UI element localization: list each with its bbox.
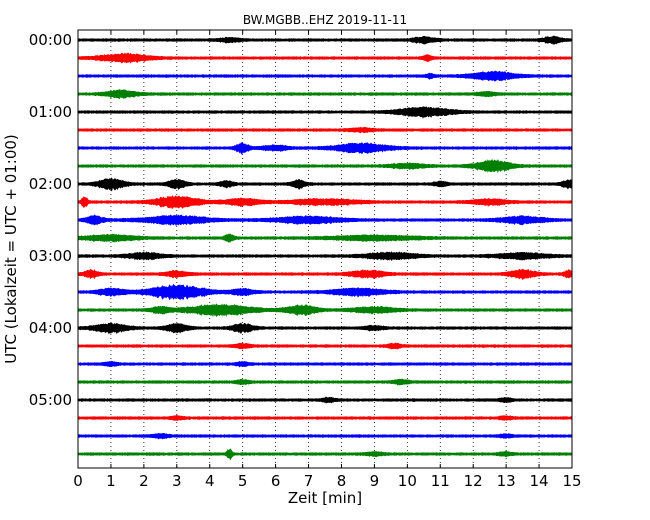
x-tick-label: 14 <box>530 472 549 490</box>
trace-0545 <box>77 448 573 461</box>
y-tick-label: 04:00 <box>29 319 72 337</box>
trace-0130 <box>77 142 573 155</box>
y-tick-label: 00:00 <box>29 31 72 49</box>
trace-0200 <box>77 177 573 192</box>
trace-0000 <box>77 35 573 45</box>
x-tick-label: 1 <box>106 472 116 490</box>
x-tick-label: 2 <box>139 472 149 490</box>
y-axis-ticks: 00:00 01:00 02:00 03:00 04:00 05:00 <box>29 31 572 409</box>
traces <box>77 35 573 461</box>
x-tick-label: 11 <box>431 472 450 490</box>
x-tick-label: 7 <box>304 472 314 490</box>
x-tick-label: 0 <box>73 472 83 490</box>
trace-0330 <box>77 283 573 301</box>
trace-0230 <box>77 214 573 227</box>
x-tick-label: 4 <box>205 472 215 490</box>
trace-0015 <box>77 52 573 64</box>
trace-0100 <box>77 106 573 119</box>
trace-0315 <box>77 268 573 280</box>
trace-0030 <box>77 70 573 82</box>
x-tick-label: 12 <box>464 472 483 490</box>
trace-0115 <box>77 126 573 134</box>
trace-0400 <box>77 322 573 335</box>
trace-0245 <box>77 233 573 243</box>
x-axis-label: Zeit [min] <box>288 489 362 507</box>
x-tick-label: 6 <box>271 472 281 490</box>
x-tick-label: 3 <box>172 472 182 490</box>
trace-0045 <box>77 89 573 100</box>
trace-0300 <box>77 251 573 262</box>
y-tick-label: 01:00 <box>29 103 72 121</box>
x-tick-label: 10 <box>398 472 417 490</box>
trace-0430 <box>77 360 573 368</box>
y-tick-label: 03:00 <box>29 247 72 265</box>
x-tick-label: 5 <box>238 472 248 490</box>
trace-0415 <box>77 342 573 350</box>
trace-0345 <box>77 303 573 318</box>
trace-0530 <box>77 432 573 440</box>
trace-0515 <box>77 414 573 421</box>
plot-frame <box>77 29 573 469</box>
x-axis-ticks: 0 1 2 3 4 5 6 7 8 9 10 11 12 13 14 15 <box>73 30 582 490</box>
trace-0145 <box>77 158 573 174</box>
y-axis-label: UTC (Lokalzeit = UTC + 01:00) <box>2 134 20 364</box>
chart-title: BW.MGBB..EHZ 2019-11-11 <box>243 13 407 27</box>
trace-0215 <box>77 195 573 209</box>
x-tick-label: 8 <box>337 472 347 490</box>
x-tick-label: 13 <box>497 472 516 490</box>
trace-0500 <box>77 396 573 404</box>
y-tick-label: 02:00 <box>29 175 72 193</box>
x-tick-label: 15 <box>562 472 581 490</box>
x-tick-label: 9 <box>370 472 380 490</box>
y-tick-label: 05:00 <box>29 391 72 409</box>
trace-0445 <box>77 378 573 386</box>
